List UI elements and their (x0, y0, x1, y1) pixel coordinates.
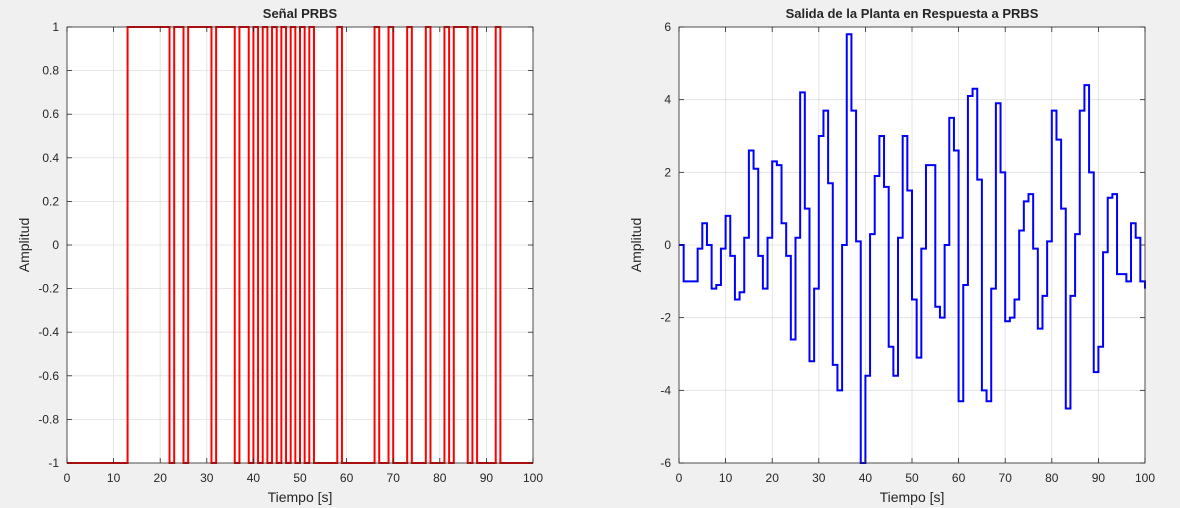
tick-layer: 0 10 20 30 40 50 60 70 80 90 100-1-0.8-0.6-0.4-0.2… (38, 20, 543, 485)
y-tick-label: -4 (660, 383, 671, 397)
x-tick-label: 90 (1092, 471, 1106, 485)
x-tick-label: 40 (859, 471, 873, 485)
series-layer (679, 33, 1146, 464)
x-tick-label: 100 (1135, 471, 1155, 485)
y-tick-label: -1 (48, 456, 59, 470)
x-tick-label: 70 (999, 471, 1013, 485)
x-tick-label: 20 (766, 471, 780, 485)
x-tick-label: 100 (523, 471, 543, 485)
y-tick-label: 4 (664, 93, 671, 107)
x-tick-label: 10 (719, 471, 733, 485)
x-tick-label: 50 (905, 471, 919, 485)
y-tick-label: 1 (52, 20, 59, 34)
y-tick-label: -2 (660, 311, 671, 325)
x-tick-label: 30 (200, 471, 214, 485)
x-tick-label: 20 (154, 471, 168, 485)
y-tick-label: 2 (664, 165, 671, 179)
x-tick-label: 70 (387, 471, 401, 485)
prbs-signal-axes: 0 10 20 30 40 50 60 70 80 90 100-1-0.8-0.6-0.4-0.2… (16, 6, 543, 505)
series-line (679, 33, 1146, 464)
chart-title: Salida de la Planta en Respuesta a PRBS (786, 6, 1039, 21)
x-tick-label: 40 (247, 471, 261, 485)
x-axis-label: Tiempo [s] (268, 489, 333, 505)
y-tick-label: -0.2 (38, 282, 59, 296)
y-tick-label: 0.6 (42, 107, 59, 121)
x-tick-label: 10 (107, 471, 121, 485)
y-tick-label: -0.8 (38, 412, 59, 426)
y-axis-label: Amplitud (628, 218, 644, 272)
x-tick-label: 80 (1045, 471, 1059, 485)
y-tick-label: 0 (52, 238, 59, 252)
y-tick-label: 6 (664, 20, 671, 34)
tick-layer: 0 10 20 30 40 50 60 70 80 90 100 -6 -4 -2 0 2 4 6 (660, 20, 1155, 485)
x-tick-label: 30 (812, 471, 826, 485)
chart-title: Señal PRBS (263, 6, 338, 21)
x-tick-label: 80 (433, 471, 447, 485)
y-tick-label: 0.4 (42, 151, 59, 165)
y-axis-label: Amplitud (16, 218, 32, 272)
y-tick-label: -0.6 (38, 369, 59, 383)
x-tick-label: 60 (340, 471, 354, 485)
y-tick-label: -6 (660, 456, 671, 470)
y-tick-label: 0 (664, 238, 671, 252)
x-tick-label: 0 (64, 471, 71, 485)
y-tick-label: 0.8 (42, 64, 59, 78)
x-axis-label: Tiempo [s] (880, 489, 945, 505)
y-tick-label: 0.2 (42, 194, 59, 208)
y-tick-label: -0.4 (38, 325, 59, 339)
x-tick-label: 50 (293, 471, 307, 485)
x-tick-label: 0 (676, 471, 683, 485)
x-tick-label: 90 (480, 471, 494, 485)
plant-output-axes: 0 10 20 30 40 50 60 70 80 90 100 -6 -4 -2 0 2 4 6 Salida … (628, 6, 1155, 505)
x-tick-label: 60 (952, 471, 966, 485)
